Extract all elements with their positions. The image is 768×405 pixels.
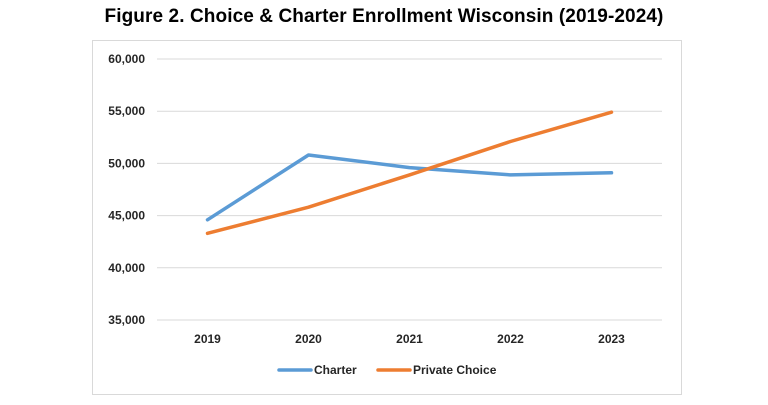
x-tick-label: 2023 bbox=[598, 332, 625, 346]
y-axis-ticks: 35,000 40,000 45,000 50,000 55,000 60,000 bbox=[108, 52, 145, 327]
x-tick-label: 2021 bbox=[396, 332, 423, 346]
series-line-private-choice bbox=[205, 110, 614, 236]
y-tick-label: 50,000 bbox=[108, 156, 145, 170]
x-tick-label: 2020 bbox=[295, 332, 322, 346]
x-tick-label: 2019 bbox=[194, 332, 221, 346]
y-tick-label: 60,000 bbox=[108, 52, 145, 66]
y-tick-label: 55,000 bbox=[108, 104, 145, 118]
y-tick-label: 35,000 bbox=[108, 313, 145, 327]
gridlines bbox=[157, 58, 662, 321]
legend: Charter Private Choice bbox=[277, 363, 497, 377]
series-lines bbox=[205, 110, 614, 236]
x-tick-label: 2022 bbox=[497, 332, 524, 346]
y-tick-label: 45,000 bbox=[108, 209, 145, 223]
series-line-charter bbox=[205, 153, 614, 222]
x-axis-ticks: 2019 2020 2021 2022 2023 bbox=[194, 332, 625, 346]
chart-frame bbox=[92, 40, 682, 395]
legend-label: Private Choice bbox=[413, 363, 497, 377]
y-tick-label: 40,000 bbox=[108, 261, 145, 275]
legend-label: Charter bbox=[314, 363, 357, 377]
chart-title: Figure 2. Choice & Charter Enrollment Wi… bbox=[104, 6, 664, 27]
